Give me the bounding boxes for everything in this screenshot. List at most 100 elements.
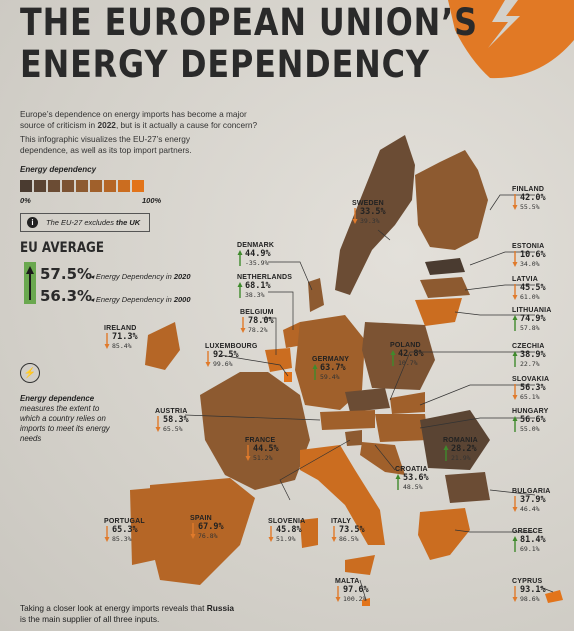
country-denmark: [308, 278, 324, 312]
country-name: POLAND: [390, 342, 421, 349]
arrow-down-icon: [512, 495, 518, 513]
country-latvia: [420, 277, 470, 298]
country-name: ROMANIA: [443, 437, 478, 444]
country-greece: [418, 508, 470, 560]
value-2000: 99.6%: [213, 360, 233, 368]
legend-max: 100%: [142, 196, 162, 205]
value-2020: 65.3%: [112, 525, 138, 535]
value-2020: 37.9%: [520, 495, 546, 505]
arrow-down-icon: [512, 250, 518, 268]
country-label-finland: FINLAND 42.0% 55.5%: [512, 186, 546, 211]
value-2000: 10.7%: [398, 359, 418, 367]
country-name: LATVIA: [512, 276, 538, 283]
arrow-down-icon: [240, 316, 246, 334]
energy-dependence-icon: ⚡: [20, 363, 40, 383]
arrow-down-icon: [155, 415, 161, 433]
value-2000: 22.7%: [520, 360, 540, 368]
country-label-slovenia: SLOVENIA 45.8% 51.9%: [268, 518, 305, 543]
country-poland: [362, 322, 435, 390]
arrow-down-icon: [352, 207, 358, 225]
arrow-down-icon: [512, 283, 518, 301]
country-label-belgium: BELGIUM 78.0% 78.2%: [240, 309, 274, 334]
value-2000: 85.3%: [112, 535, 132, 543]
value-2020: 67.9%: [198, 522, 224, 532]
country-label-sweden: SWEDEN 33.5% 39.3%: [352, 200, 386, 225]
country-label-malta: MALTA 97.6% 100.2%: [335, 578, 369, 603]
value-2020: 38.9%: [520, 350, 546, 360]
eu-average-arrow-icon: [24, 262, 36, 304]
legend-swatch: [48, 180, 60, 192]
legend-swatch: [132, 180, 144, 192]
country-finland: [415, 150, 488, 250]
eu-average-2020-value: 57.5%: [40, 265, 93, 283]
country-name: FRANCE: [245, 437, 276, 444]
value-2020: 45.5%: [520, 283, 546, 293]
value-2020: 42.0%: [520, 193, 546, 203]
country-name: IRELAND: [104, 325, 137, 332]
arrow-down-icon: [104, 332, 110, 350]
country-label-slovakia: SLOVAKIA 56.3% 65.1%: [512, 376, 549, 401]
title-line-2: ENERGY DEPENDENCY: [20, 43, 430, 86]
country-bulgaria: [445, 472, 490, 503]
arrow-down-icon: [512, 585, 518, 603]
arrow-up-icon: [512, 535, 518, 553]
eu27-note: i The EU-27 excludes the UK: [20, 213, 150, 232]
country-label-czechia: CZECHIA 38.9% 22.7%: [512, 343, 546, 368]
value-2000: 38.3%: [245, 291, 265, 299]
country-label-greece: GREECE 81.4% 69.1%: [512, 528, 546, 553]
value-2020: 97.6%: [343, 585, 369, 595]
country-label-lithuania: LITHUANIA 74.9% 57.8%: [512, 307, 552, 332]
arrow-down-icon: [331, 525, 337, 543]
country-label-germany: GERMANY 63.7% 59.4%: [312, 356, 349, 381]
country-label-latvia: LATVIA 45.5% 61.0%: [512, 276, 546, 301]
value-2000: 51.9%: [276, 535, 296, 543]
country-germany: [295, 315, 365, 410]
legend-title: Energy dependency: [20, 165, 97, 174]
value-2020: 78.0%: [248, 316, 274, 326]
country-austria: [320, 410, 375, 430]
country-name: CROATIA: [395, 466, 428, 473]
value-2020: 58.3%: [163, 415, 189, 425]
value-2000: 85.4%: [112, 342, 132, 350]
country-label-cyprus: CYPRUS 93.1% 98.6%: [512, 578, 546, 603]
country-label-hungary: HUNGARY 56.6% 55.0%: [512, 408, 549, 433]
country-name: SWEDEN: [352, 200, 384, 207]
country-belgium: [265, 348, 292, 372]
country-label-austria: AUSTRIA 58.3% 65.5%: [155, 408, 189, 433]
country-name: AUSTRIA: [155, 408, 188, 415]
intro-paragraph-2: This infographic visualizes the EU-27’s …: [20, 134, 192, 155]
arrow-up-icon: [312, 363, 318, 381]
eu-average-title: EU AVERAGE: [20, 240, 104, 256]
country-label-bulgaria: BULGARIA 37.9% 46.4%: [512, 488, 551, 513]
value-2020: 33.5%: [360, 207, 386, 217]
country-label-estonia: ESTONIA 10.6% 34.0%: [512, 243, 546, 268]
value-2000: 86.5%: [339, 535, 359, 543]
value-2020: 92.5%: [213, 350, 239, 360]
value-2020: 71.3%: [112, 332, 138, 342]
legend-swatch: [76, 180, 88, 192]
intro-year: 2022: [97, 120, 116, 130]
arrow-up-icon: [237, 249, 243, 267]
country-name: BULGARIA: [512, 488, 551, 495]
value-2000: 78.2%: [248, 326, 268, 334]
info-icon: i: [27, 217, 38, 228]
country-czechia: [345, 388, 390, 412]
arrow-down-icon: [512, 193, 518, 211]
country-name: LITHUANIA: [512, 307, 552, 314]
country-slovenia: [345, 430, 362, 446]
country-hungary: [375, 414, 428, 442]
arrow-down-icon: [205, 350, 211, 368]
arrow-down-icon: [335, 585, 341, 603]
value-2000: 46.4%: [520, 505, 540, 513]
value-2020: 44.5%: [253, 444, 279, 454]
eu-average-2020-label: ◂ Energy Dependency in 2020: [90, 272, 191, 281]
value-2000: 76.8%: [198, 532, 218, 540]
value-2000: 48.5%: [403, 483, 423, 491]
arrow-down-icon: [190, 522, 196, 540]
arrow-up-icon: [395, 473, 401, 491]
value-2000: -35.9%: [245, 259, 269, 267]
value-2000: 61.0%: [520, 293, 540, 301]
country-name: FINLAND: [512, 186, 545, 193]
arrow-down-icon: [268, 525, 274, 543]
arrow-up-icon: [512, 314, 518, 332]
